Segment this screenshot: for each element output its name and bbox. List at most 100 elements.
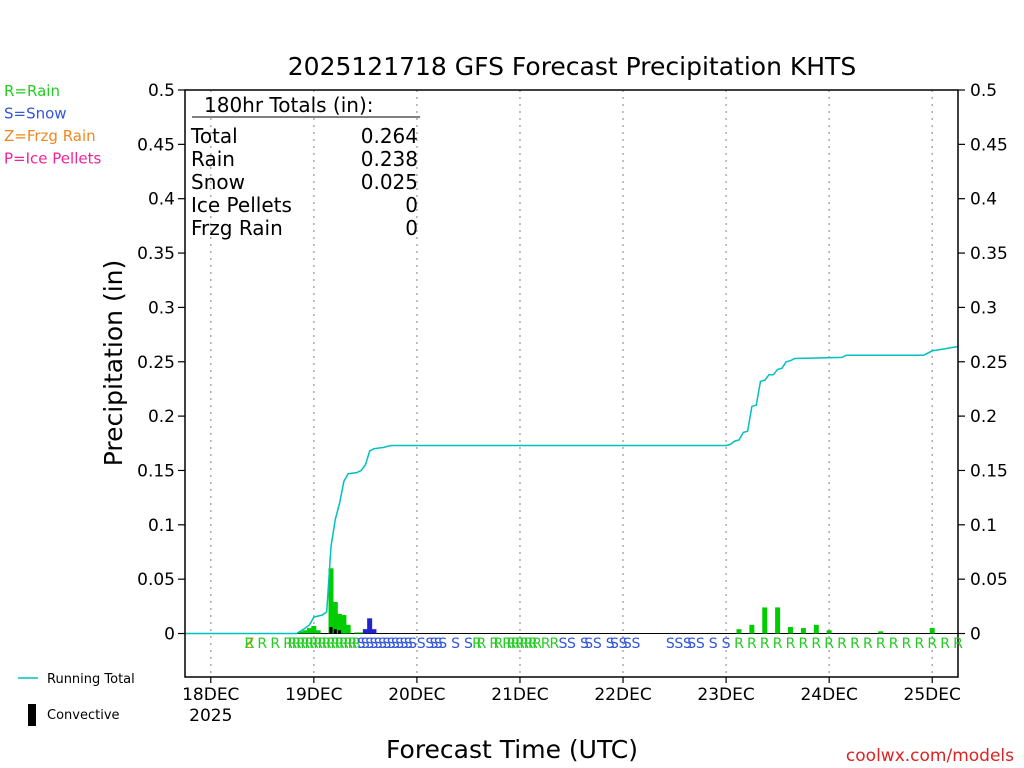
ptype-code: R [494,636,504,652]
rain-bar [302,630,308,634]
totals-row-label: Frzg Rain [191,216,283,240]
y-tick-label-left: 0 [164,625,175,645]
ptype-code: R [940,636,950,652]
rain-bar [311,625,317,634]
rain-bar [307,628,313,634]
totals-row-label: Snow [191,170,245,194]
precip-bars [298,568,935,634]
ptype-code: R [476,636,486,652]
ptype-code: S [623,636,632,652]
ptype-code: S [361,636,370,652]
ptype-code: S [696,636,705,652]
ptype-code: R [519,636,529,652]
totals-header: 180hr Totals (in): [204,93,374,117]
chart-title: 2025121718 GFS Forecast Precipitation KH… [288,52,856,81]
rain-bar [341,615,347,634]
totals-row-value: 0 [405,216,418,240]
ptype-code: R [309,636,319,652]
ptype-code: R [292,636,302,652]
rain-bar [298,631,304,634]
ptype-code: R [305,636,315,652]
ptype-code: R [318,636,328,652]
y-tick-label-right: 0.15 [970,461,1008,481]
ptype-code: S [357,636,366,652]
ptype-code: S [408,636,417,652]
ptype-code: R [524,636,534,652]
ptype-code: S [687,636,696,652]
ptype-legend-entry: P=Ice Pellets [4,150,101,168]
ptype-code: R [528,636,538,652]
ptype-legend-entry: Z=Frzg Rain [4,127,96,145]
credit-text: coolwx.com/models [846,746,1014,766]
ptype-code: R [348,636,358,652]
rain-bar [345,624,351,634]
y-axis-label: Precipitation (in) [99,260,128,467]
ptype-code: S [378,636,387,652]
totals-row-value: 0 [405,193,418,217]
x-axis-label: Forecast Time (UTC) [386,735,638,764]
rain-bar [332,601,338,634]
ptype-code: S [619,636,628,652]
ptype-code: S [434,636,443,652]
snow-bar [362,629,368,634]
x-tick-label: 23DEC [697,685,754,705]
rain-bar [328,568,334,634]
ptype-code: Z [245,636,255,652]
x-tick-label: 22DEC [594,685,651,705]
ptype-code: R [283,636,293,652]
y-tick-label-left: 0.35 [137,244,175,264]
ptype-code: S [709,636,718,652]
ptype-code: R [747,636,757,652]
ptype-code: R [300,636,310,652]
series-legend-label: Convective [47,708,120,723]
ptype-code: S [404,636,413,652]
ptype-code: R [953,636,963,652]
ptype-code: R [507,636,517,652]
ptype-code: R [850,636,860,652]
rain-bar [813,624,819,634]
ptype-code: R [515,636,525,652]
ptype-legend-entry: S=Snow [4,105,67,123]
y-tick-label-right: 0.45 [970,135,1008,155]
ptype-code: R [760,636,770,652]
ptype-code: R [296,636,306,652]
ptype-code: R [541,636,551,652]
ptype-code: S [438,636,447,652]
y-tick-label-left: 0.25 [137,353,175,373]
rain-bar [354,632,360,634]
ptype-code: R [734,636,744,652]
ptype-code: R [889,636,899,652]
ptype-code: R [799,636,809,652]
totals-row-label: Ice Pellets [191,193,292,217]
y-tick-label-right: 0.1 [970,516,997,536]
x-tick-label: 25DEC [904,685,961,705]
y-tick-label-right: 0.3 [970,298,997,318]
x-tick-sublabel: 2025 [189,706,232,726]
y-tick-label-right: 0.4 [970,190,997,210]
snow-bar [371,629,377,634]
y-tick-label-left: 0.3 [148,298,175,318]
ptype-code: S [593,636,602,652]
x-tick-label: 21DEC [491,685,548,705]
totals-row-label: Rain [191,147,235,171]
x-tick-label: 18DEC [182,685,239,705]
ptype-code: R [245,636,255,652]
y-tick-label-left: 0.15 [137,461,175,481]
ptype-code: R [863,636,873,652]
ptype-code: S [417,636,426,652]
totals-row-label: Total [190,124,238,148]
rain-bar [337,613,343,634]
rain-bar [929,628,935,634]
ptype-code: R [472,636,482,652]
rain-bar [736,629,742,634]
rain-bar [749,624,755,634]
x-tick-label: 19DEC [285,685,342,705]
ptype-code: R [502,636,512,652]
ptype-code: S [558,636,567,652]
ptype-code: S [631,636,640,652]
ptype-code: S [580,636,589,652]
ptype-legend-entry: R=Rain [4,82,60,100]
totals-box: 180hr Totals (in): Total 0.264 Rain 0.238 Sn… [190,93,420,240]
series-legend: Running Total Convective [18,672,135,726]
